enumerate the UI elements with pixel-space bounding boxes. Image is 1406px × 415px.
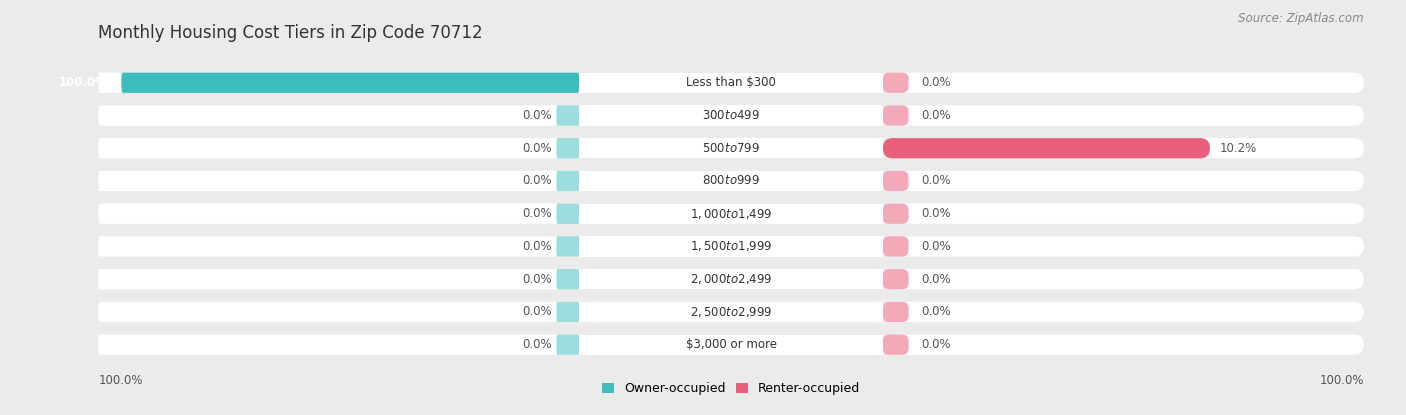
Text: 0.0%: 0.0% [921, 109, 950, 122]
FancyBboxPatch shape [883, 236, 1364, 256]
FancyBboxPatch shape [883, 73, 908, 93]
FancyBboxPatch shape [883, 302, 1364, 322]
FancyBboxPatch shape [579, 138, 883, 159]
FancyBboxPatch shape [579, 269, 883, 289]
FancyBboxPatch shape [557, 334, 579, 355]
FancyBboxPatch shape [883, 269, 908, 289]
Text: Monthly Housing Cost Tiers in Zip Code 70712: Monthly Housing Cost Tiers in Zip Code 7… [98, 24, 484, 42]
Text: $2,000 to $2,499: $2,000 to $2,499 [690, 272, 772, 286]
Text: $2,500 to $2,999: $2,500 to $2,999 [690, 305, 772, 319]
FancyBboxPatch shape [883, 73, 1364, 93]
FancyBboxPatch shape [98, 334, 579, 355]
Text: 100.0%: 100.0% [98, 374, 143, 386]
Text: 0.0%: 0.0% [921, 305, 950, 318]
FancyBboxPatch shape [557, 204, 579, 224]
Text: 0.0%: 0.0% [921, 338, 950, 351]
FancyBboxPatch shape [98, 73, 579, 93]
Text: 100.0%: 100.0% [1319, 374, 1364, 386]
Text: 100.0%: 100.0% [59, 76, 108, 89]
FancyBboxPatch shape [883, 138, 1364, 159]
Text: 0.0%: 0.0% [921, 76, 950, 89]
Text: $300 to $499: $300 to $499 [702, 109, 761, 122]
Text: 0.0%: 0.0% [522, 207, 551, 220]
FancyBboxPatch shape [579, 73, 883, 93]
FancyBboxPatch shape [579, 204, 883, 224]
FancyBboxPatch shape [883, 334, 1364, 355]
FancyBboxPatch shape [883, 138, 1211, 159]
FancyBboxPatch shape [557, 302, 579, 322]
Text: $800 to $999: $800 to $999 [702, 174, 761, 188]
FancyBboxPatch shape [883, 105, 1364, 126]
Text: 0.0%: 0.0% [921, 207, 950, 220]
Text: 0.0%: 0.0% [522, 338, 551, 351]
FancyBboxPatch shape [883, 171, 1364, 191]
Legend: Owner-occupied, Renter-occupied: Owner-occupied, Renter-occupied [596, 378, 866, 400]
Text: Less than $300: Less than $300 [686, 76, 776, 89]
Text: 0.0%: 0.0% [522, 305, 551, 318]
FancyBboxPatch shape [883, 105, 908, 126]
Text: $3,000 or more: $3,000 or more [686, 338, 776, 351]
FancyBboxPatch shape [557, 269, 579, 289]
FancyBboxPatch shape [579, 334, 883, 355]
Text: Source: ZipAtlas.com: Source: ZipAtlas.com [1239, 12, 1364, 25]
FancyBboxPatch shape [883, 204, 908, 224]
FancyBboxPatch shape [883, 171, 908, 191]
FancyBboxPatch shape [883, 236, 908, 256]
FancyBboxPatch shape [98, 236, 579, 256]
FancyBboxPatch shape [883, 334, 908, 355]
Text: 0.0%: 0.0% [921, 174, 950, 188]
FancyBboxPatch shape [98, 138, 579, 159]
Text: $500 to $799: $500 to $799 [702, 142, 761, 155]
FancyBboxPatch shape [579, 171, 883, 191]
FancyBboxPatch shape [557, 236, 579, 256]
FancyBboxPatch shape [121, 73, 579, 93]
FancyBboxPatch shape [883, 204, 1364, 224]
Text: $1,500 to $1,999: $1,500 to $1,999 [690, 239, 772, 254]
Text: 10.2%: 10.2% [1219, 142, 1257, 155]
Text: 0.0%: 0.0% [522, 109, 551, 122]
Text: 0.0%: 0.0% [522, 142, 551, 155]
FancyBboxPatch shape [579, 236, 883, 256]
FancyBboxPatch shape [98, 269, 579, 289]
FancyBboxPatch shape [98, 105, 579, 126]
FancyBboxPatch shape [98, 171, 579, 191]
FancyBboxPatch shape [557, 138, 579, 159]
FancyBboxPatch shape [98, 204, 579, 224]
Text: $1,000 to $1,499: $1,000 to $1,499 [690, 207, 772, 221]
Text: 0.0%: 0.0% [522, 240, 551, 253]
FancyBboxPatch shape [557, 105, 579, 126]
FancyBboxPatch shape [883, 302, 908, 322]
Text: 0.0%: 0.0% [921, 273, 950, 286]
FancyBboxPatch shape [883, 269, 1364, 289]
Text: 0.0%: 0.0% [921, 240, 950, 253]
FancyBboxPatch shape [98, 302, 579, 322]
FancyBboxPatch shape [579, 105, 883, 126]
Text: 0.0%: 0.0% [522, 174, 551, 188]
Text: 0.0%: 0.0% [522, 273, 551, 286]
FancyBboxPatch shape [579, 302, 883, 322]
FancyBboxPatch shape [557, 171, 579, 191]
